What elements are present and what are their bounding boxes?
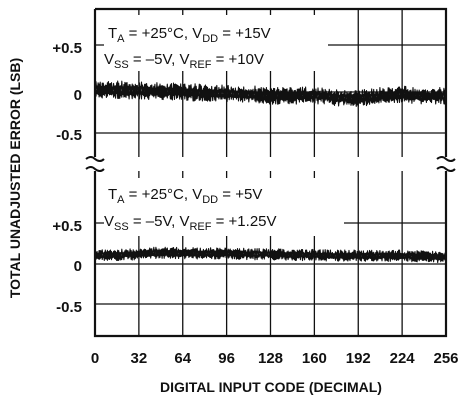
annotation-top-line2: VSS = –5V, VREF = +10V — [104, 51, 264, 71]
x-tick-labels: 0 32 64 96 128 160 192 224 256 — [91, 350, 459, 367]
y-axis-title: TOTAL UNADJUSTED ERROR (LSB) — [7, 58, 23, 298]
annotation-bottom-line2: VSS = –5V, VREF = +1.25V — [104, 213, 277, 233]
x-tick-192: 192 — [346, 350, 371, 367]
y-tick-top-minus05: -0.5 — [56, 127, 82, 144]
x-tick-64: 64 — [174, 350, 191, 367]
x-tick-0: 0 — [91, 350, 99, 367]
y-tick-labels-top: +0.5 0 -0.5 — [52, 40, 82, 144]
x-tick-32: 32 — [131, 350, 148, 367]
x-tick-128: 128 — [258, 350, 283, 367]
x-tick-160: 160 — [302, 350, 327, 367]
x-tick-224: 224 — [390, 350, 416, 367]
plot-frame — [93, 7, 448, 338]
annotation-top: TA = +25°C, VDD = +15V VSS = –5V, VREF =… — [104, 15, 328, 71]
x-tick-256: 256 — [433, 350, 458, 367]
y-tick-labels-bottom: +0.5 0 -0.5 — [52, 218, 82, 316]
annotation-bottom: TA = +25°C, VDD = +5V VSS = –5V, VREF = … — [104, 178, 344, 236]
axis-break-left — [85, 156, 105, 172]
y-tick-bottom-zero: 0 — [74, 258, 82, 275]
y-tick-top-zero: 0 — [74, 87, 82, 104]
y-tick-bottom-minus05: -0.5 — [56, 299, 82, 316]
annotation-bottom-line1: TA = +25°C, VDD = +5V — [108, 186, 262, 206]
annotation-top-line1: TA = +25°C, VDD = +15V — [108, 25, 271, 45]
x-axis-title: DIGITAL INPUT CODE (DECIMAL) — [160, 379, 382, 395]
y-tick-bottom-plus05: +0.5 — [52, 218, 82, 235]
axis-break-right — [436, 156, 456, 172]
x-tick-96: 96 — [218, 350, 235, 367]
y-tick-top-plus05: +0.5 — [52, 40, 82, 57]
